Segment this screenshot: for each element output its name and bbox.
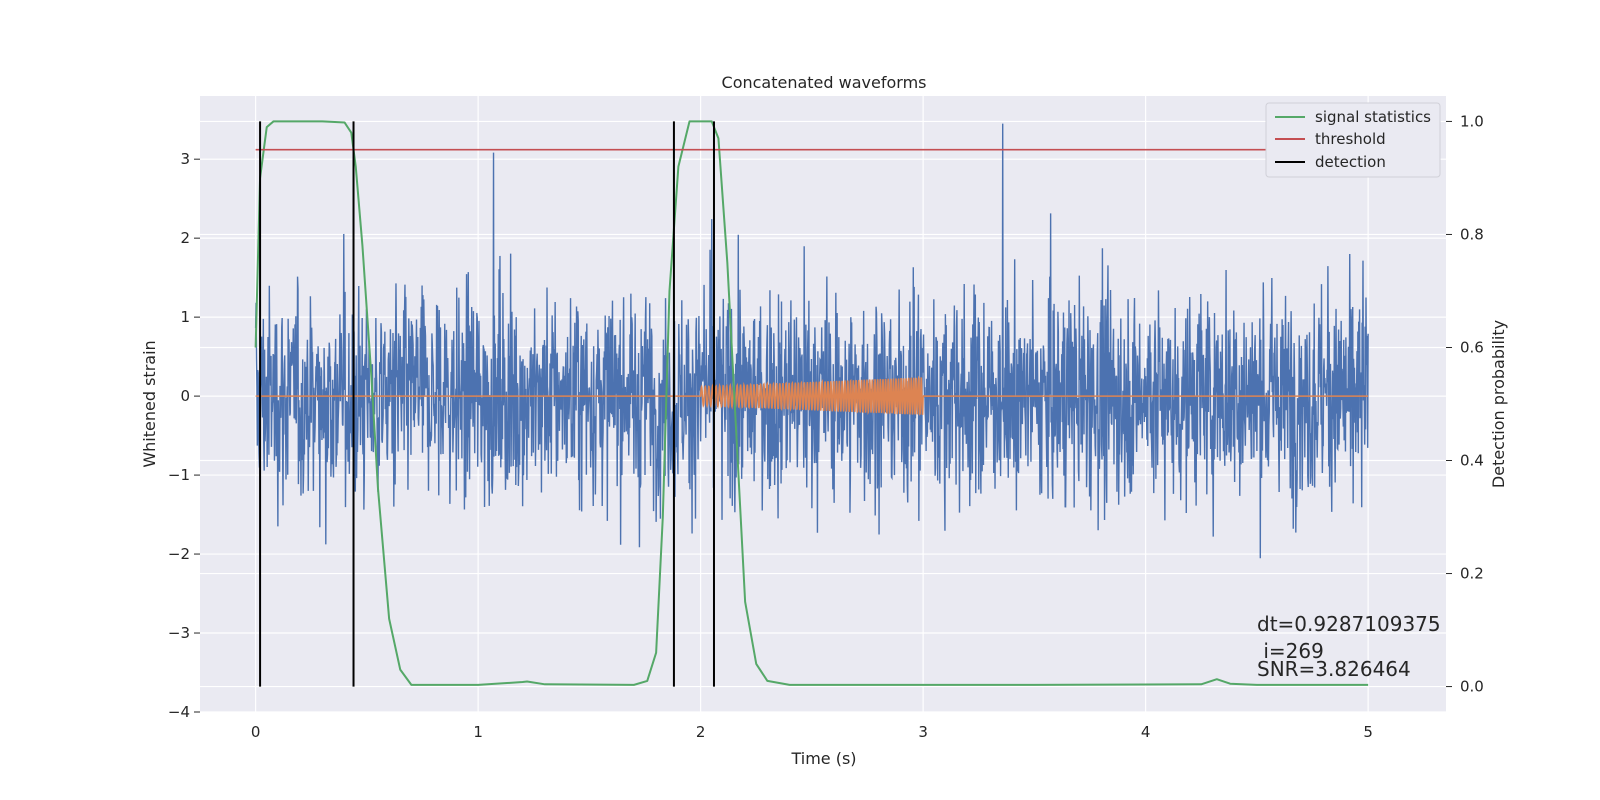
y-tick-label: −4 [168,703,190,721]
x-tick-label: 4 [1141,723,1151,741]
y-tick-label: 1 [180,308,190,326]
legend-box [1265,102,1441,178]
y2-tick-label: 0.8 [1460,225,1484,243]
y2-tick-label: 0.0 [1460,678,1484,696]
y-tick-label: −1 [168,466,190,484]
y-tick-label: −3 [168,624,190,642]
y2-axis-ticks: 1.0 0.8 0.6 0.4 0.2 0.0 [1446,112,1484,696]
y-tick-label: 0 [180,387,190,405]
chart-title: Concatenated waveforms [722,73,927,92]
x-tick-label: 1 [473,723,483,741]
y-tick-label: 2 [180,229,190,247]
x-axis-ticks: 0 1 2 3 4 5 [251,723,1373,741]
y2-tick-label: 0.2 [1460,565,1484,583]
annotation-dt: dt=0.9287109375 [1257,612,1441,636]
annotation-snr: SNR=3.826464 [1257,657,1411,681]
y-axis-label: Whitened strain [140,340,159,467]
y2-tick-label: 0.6 [1460,338,1484,356]
x-tick-label: 5 [1363,723,1373,741]
x-tick-label: 0 [251,723,261,741]
x-tick-label: 3 [918,723,928,741]
series-whitened-strain [254,123,1369,559]
y-tick-label: 3 [180,150,190,168]
series-injected-waveform [255,375,1369,416]
data-layer [254,120,1369,687]
grid-lines [200,96,1446,713]
y2-tick-label: 0.4 [1460,452,1484,470]
annotation-index: i=269 [1257,639,1324,663]
y-axis-ticks: 3 2 1 0 −1 −2 −3 −4 [168,150,200,721]
legend: signal statistics threshold detection [1265,102,1441,178]
legend-label-threshold: threshold [1315,130,1386,148]
y2-tick-label: 1.0 [1460,112,1484,130]
x-axis-label: Time (s) [790,749,856,768]
series-signal-statistics [254,120,1369,686]
legend-label-detection: detection [1315,153,1386,171]
x-tick-label: 2 [696,723,706,741]
y2-axis-label: Detection probability [1489,320,1508,488]
y-tick-label: −2 [168,545,190,563]
legend-label-signal-statistics: signal statistics [1315,108,1431,126]
